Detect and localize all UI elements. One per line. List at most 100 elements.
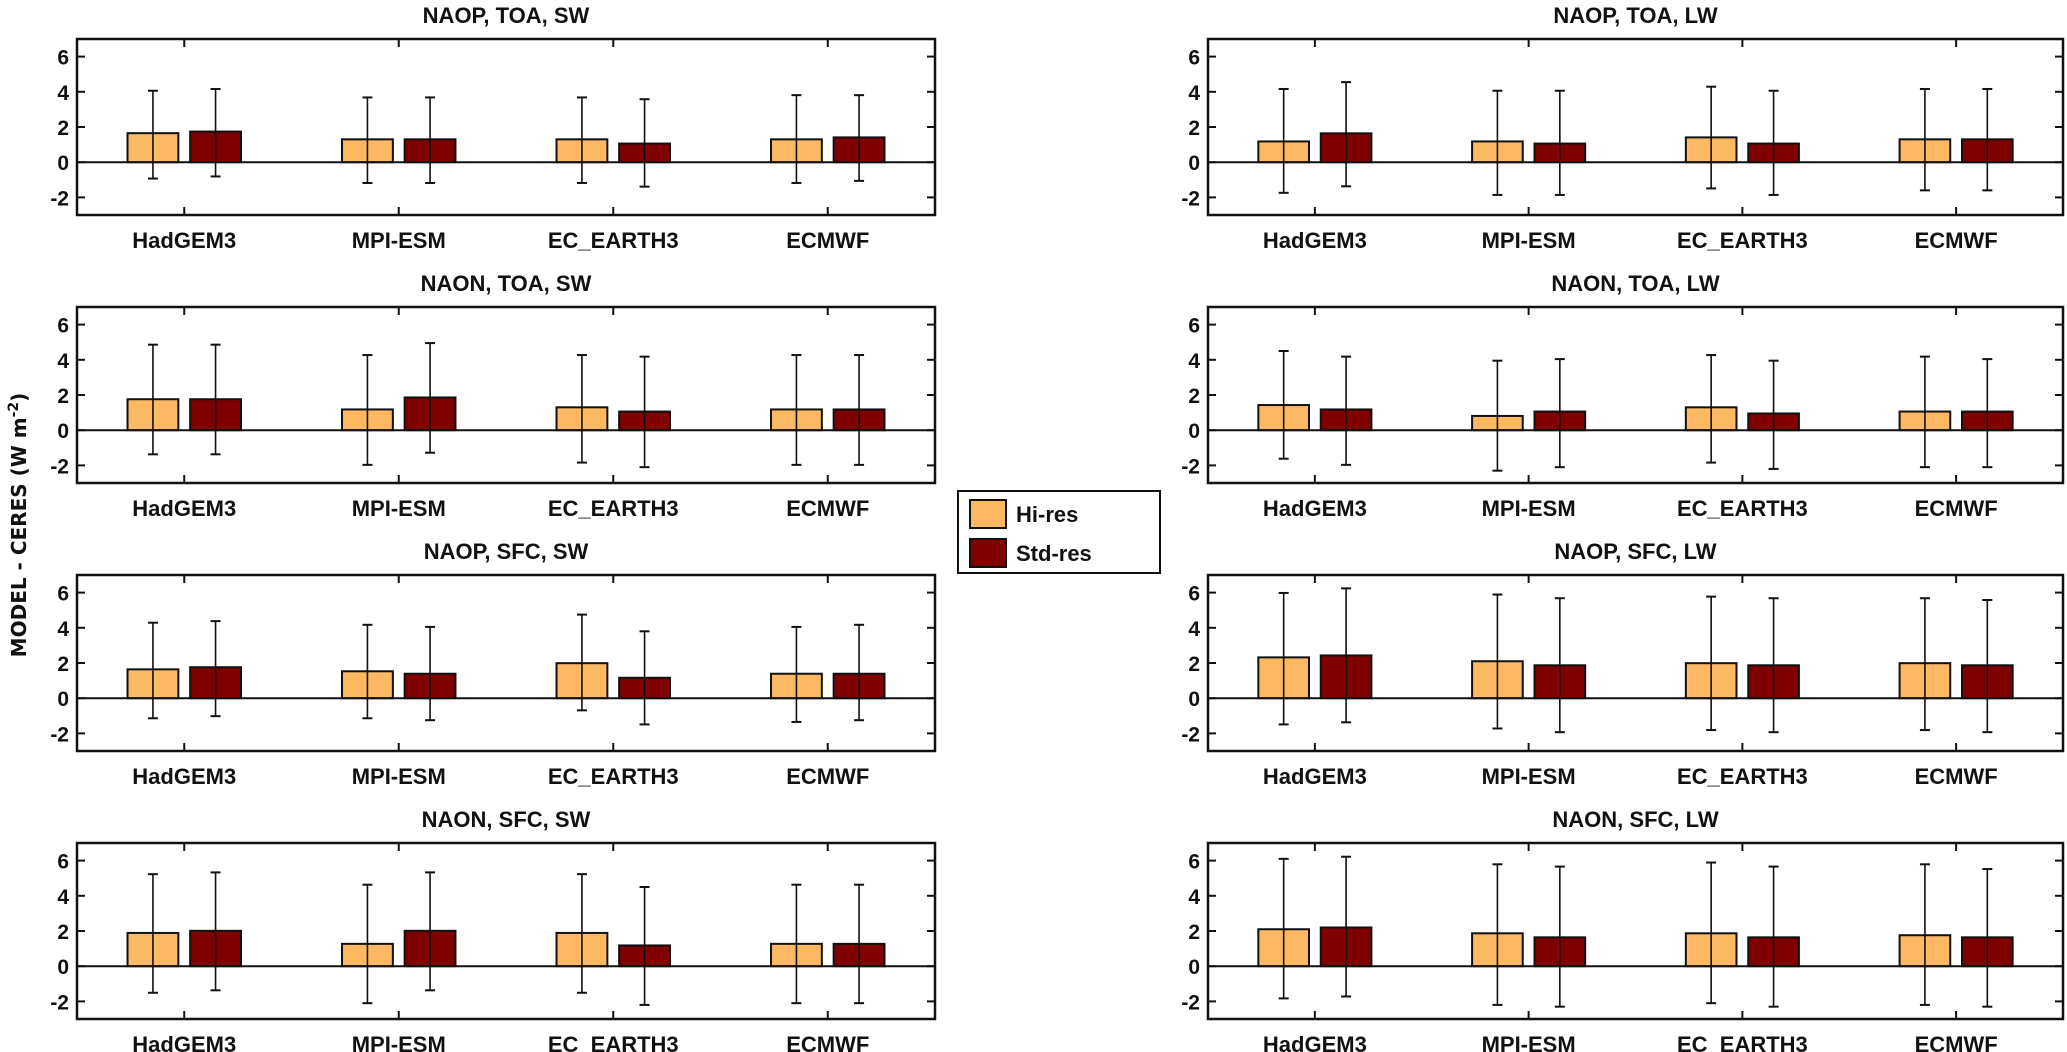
y-tick-label: 6 [57, 315, 69, 338]
y-tick-label: 2 [1188, 921, 1200, 944]
y-tick-label: 6 [57, 47, 69, 70]
x-tick-label: EC_EARTH3 [1677, 1032, 1808, 1052]
y-tick-label: 2 [57, 117, 69, 140]
panel-title: NAOP, TOA, SW [423, 3, 590, 28]
x-tick-label: ECMWF [786, 1032, 869, 1052]
x-tick-label: EC_EARTH3 [548, 1032, 679, 1052]
x-tick-label: HadGEM3 [132, 1032, 236, 1052]
x-tick-label: MPI-ESM [352, 228, 446, 253]
y-tick-label: 0 [1188, 152, 1200, 175]
panel-3: NAON, TOA, SW -2 0 2 4 6 HadGEM3 MPI-ESM EC_EART… [50, 271, 937, 521]
y-tick-label: 2 [57, 921, 69, 944]
x-tick-label: MPI-ESM [352, 1032, 446, 1052]
y-tick-label: 0 [1188, 688, 1200, 711]
x-tick-label: EC_EARTH3 [548, 496, 679, 521]
y-tick-label: 0 [57, 956, 69, 979]
axes-frame [75, 305, 937, 485]
axes-frame [1206, 841, 2065, 1021]
y-tick-label: 4 [1188, 886, 1200, 909]
y-tick-label: -2 [1181, 991, 1200, 1014]
legend-label-std-res: Std-res [1016, 541, 1092, 566]
x-tick-label: EC_EARTH3 [1677, 496, 1808, 521]
legend-swatch-std-res [969, 538, 1007, 568]
y-tick-label: -2 [1181, 455, 1200, 478]
y-tick-label: 2 [57, 653, 69, 676]
x-tick-label: HadGEM3 [132, 496, 236, 521]
panel-title: NAON, TOA, SW [421, 271, 592, 296]
y-tick-label: 6 [1188, 315, 1200, 338]
panel-title: NAON, TOA, LW [1551, 271, 1719, 296]
y-tick-label: 4 [57, 618, 69, 641]
panel-6: NAOP, SFC, LW -2 0 2 4 6 HadGEM3 MPI-ESM EC_EART… [1181, 539, 2065, 789]
axes-frame [75, 841, 937, 1021]
y-tick-label: 2 [1188, 385, 1200, 408]
panel-title: NAON, SFC, SW [422, 807, 591, 832]
x-tick-label: EC_EARTH3 [548, 228, 679, 253]
x-tick-label: MPI-ESM [1482, 496, 1576, 521]
x-tick-label: MPI-ESM [1482, 1032, 1576, 1052]
y-tick-label: 4 [57, 82, 69, 105]
panel-4: NAON, TOA, LW -2 0 2 4 6 HadGEM3 MPI-ESM EC_EART… [1181, 271, 2065, 521]
legend-swatch-hi-res [969, 499, 1007, 529]
y-tick-label: 6 [1188, 583, 1200, 606]
y-tick-label: -2 [50, 455, 69, 478]
y-tick-label: -2 [50, 991, 69, 1014]
y-tick-label: 4 [1188, 350, 1200, 373]
y-tick-label: -2 [50, 723, 69, 746]
y-tick-label: 0 [57, 420, 69, 443]
panel-1: NAOP, TOA, SW -2 0 2 4 6 HadGEM3 MPI-ESM EC_EART… [50, 3, 937, 253]
x-tick-label: HadGEM3 [1263, 228, 1367, 253]
y-tick-label: 0 [1188, 420, 1200, 443]
panel-2: NAOP, TOA, LW -2 0 2 4 6 HadGEM3 MPI-ESM EC_EART… [1181, 3, 2065, 253]
y-tick-label: 0 [57, 152, 69, 175]
x-tick-label: ECMWF [786, 764, 869, 789]
x-tick-label: EC_EARTH3 [548, 764, 679, 789]
x-tick-label: MPI-ESM [352, 764, 446, 789]
y-tick-label: 2 [1188, 653, 1200, 676]
y-tick-label: 6 [1188, 851, 1200, 874]
panel-title: NAOP, SFC, LW [1554, 539, 1716, 564]
y-tick-label: 6 [1188, 47, 1200, 70]
axes-frame [75, 37, 937, 217]
legend: Hi-res Std-res [957, 490, 1161, 574]
x-tick-label: MPI-ESM [1482, 228, 1576, 253]
y-tick-label: 4 [1188, 618, 1200, 641]
y-tick-label: -2 [50, 187, 69, 210]
y-tick-label: -2 [1181, 187, 1200, 210]
x-tick-label: HadGEM3 [1263, 1032, 1367, 1052]
panel-7: NAON, SFC, SW -2 0 2 4 6 HadGEM3 MPI-ESM EC_EART… [50, 807, 937, 1052]
y-axis-label: MODEL - CERES (W m-2) [6, 393, 31, 658]
x-tick-label: HadGEM3 [1263, 496, 1367, 521]
y-tick-label: 6 [57, 851, 69, 874]
x-tick-label: ECMWF [1915, 228, 1998, 253]
x-tick-label: HadGEM3 [132, 228, 236, 253]
y-tick-label: 4 [57, 886, 69, 909]
x-tick-label: MPI-ESM [1482, 764, 1576, 789]
x-tick-label: MPI-ESM [352, 496, 446, 521]
x-tick-label: ECMWF [786, 496, 869, 521]
axes-frame [75, 573, 937, 753]
x-tick-label: ECMWF [1915, 1032, 1998, 1052]
x-tick-label: ECMWF [786, 228, 869, 253]
y-tick-label: 4 [57, 350, 69, 373]
x-tick-label: ECMWF [1915, 764, 1998, 789]
axes-frame [1206, 37, 2065, 217]
panel-8: NAON, SFC, LW -2 0 2 4 6 HadGEM3 MPI-ESM EC_EART… [1181, 807, 2065, 1052]
y-tick-label: -2 [1181, 723, 1200, 746]
axes-frame [1206, 305, 2065, 485]
y-tick-label: 4 [1188, 82, 1200, 105]
x-tick-label: EC_EARTH3 [1677, 764, 1808, 789]
panel-title: NAON, SFC, LW [1552, 807, 1718, 832]
y-tick-label: 2 [57, 385, 69, 408]
legend-label-hi-res: Hi-res [1016, 502, 1078, 527]
y-tick-label: 2 [1188, 117, 1200, 140]
x-tick-label: ECMWF [1915, 496, 1998, 521]
x-tick-label: HadGEM3 [132, 764, 236, 789]
panel-5: NAOP, SFC, SW -2 0 2 4 6 HadGEM3 MPI-ESM EC_EART… [50, 539, 937, 789]
panel-title: NAOP, TOA, LW [1553, 3, 1717, 28]
y-tick-label: 0 [1188, 956, 1200, 979]
x-tick-label: EC_EARTH3 [1677, 228, 1808, 253]
y-tick-label: 0 [57, 688, 69, 711]
y-tick-label: 6 [57, 583, 69, 606]
